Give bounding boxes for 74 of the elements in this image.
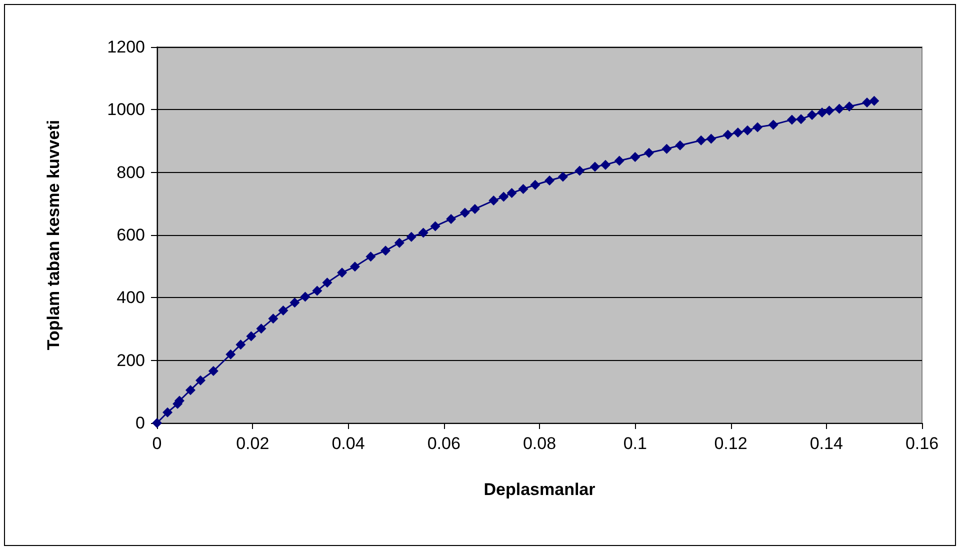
- point: [662, 144, 672, 154]
- x-tick-label: 0.1: [623, 434, 647, 453]
- y-tick-label: 600: [116, 226, 145, 244]
- point: [614, 156, 624, 166]
- point: [236, 340, 246, 350]
- point: [394, 238, 404, 248]
- point: [786, 114, 797, 125]
- point: [226, 349, 236, 360]
- point: [268, 314, 278, 324]
- x-tick-label: 0.12: [714, 434, 748, 453]
- point: [530, 180, 540, 190]
- y-tick-label: 800: [116, 162, 145, 182]
- point: [460, 208, 470, 218]
- point: [590, 162, 600, 172]
- x-tick-label: 0.04: [332, 434, 365, 453]
- point: [380, 246, 391, 256]
- x-axis-title: Deplasmanlar: [484, 480, 596, 499]
- point: [844, 102, 854, 112]
- point: [862, 97, 872, 108]
- y-axis-title: Toplam taban kesme kuvveti: [44, 120, 63, 350]
- y-tick-label: 1200: [107, 38, 145, 56]
- point: [246, 331, 256, 342]
- point: [322, 278, 332, 288]
- point: [498, 192, 509, 202]
- point: [834, 104, 844, 114]
- point: [196, 375, 206, 386]
- point: [630, 152, 640, 162]
- point: [600, 160, 610, 170]
- point: [796, 114, 806, 124]
- point: [185, 385, 196, 396]
- point: [742, 125, 752, 136]
- point: [869, 96, 880, 106]
- y-tick-label: 400: [116, 288, 145, 308]
- x-tick-label: 0.14: [810, 434, 843, 453]
- point: [406, 232, 416, 242]
- point: [644, 148, 654, 158]
- point: [544, 175, 555, 186]
- point: [290, 298, 300, 308]
- point: [706, 134, 716, 144]
- x-tick-label: 0: [152, 434, 162, 453]
- x-tick-label: 0.06: [427, 434, 460, 453]
- point: [162, 407, 173, 418]
- y-tick-label: 1000: [107, 100, 145, 120]
- y-tick-label: 200: [116, 350, 145, 370]
- point: [300, 292, 310, 302]
- point: [696, 135, 706, 146]
- point: [518, 184, 528, 194]
- point: [446, 214, 456, 224]
- point: [558, 172, 568, 182]
- point: [312, 286, 322, 296]
- point: [506, 188, 517, 198]
- point: [337, 268, 348, 278]
- point: [470, 204, 480, 214]
- y-tick-label: 0: [136, 414, 145, 432]
- point: [418, 228, 428, 238]
- x-tick-label: 0.16: [905, 434, 939, 453]
- point: [350, 262, 360, 272]
- point: [430, 221, 440, 232]
- point: [278, 306, 288, 316]
- point: [807, 110, 818, 120]
- point: [574, 166, 585, 176]
- point: [256, 324, 266, 334]
- point: [824, 106, 834, 116]
- point: [752, 122, 763, 132]
- point: [366, 252, 376, 262]
- x-tick-label: 0.08: [522, 434, 556, 453]
- point: [817, 107, 828, 118]
- point: [488, 196, 499, 206]
- point: [768, 120, 778, 130]
- point: [722, 130, 733, 140]
- x-tick-label: 0.02: [236, 434, 270, 453]
- point: [732, 128, 743, 138]
- point: [675, 140, 686, 150]
- point: [208, 366, 218, 376]
